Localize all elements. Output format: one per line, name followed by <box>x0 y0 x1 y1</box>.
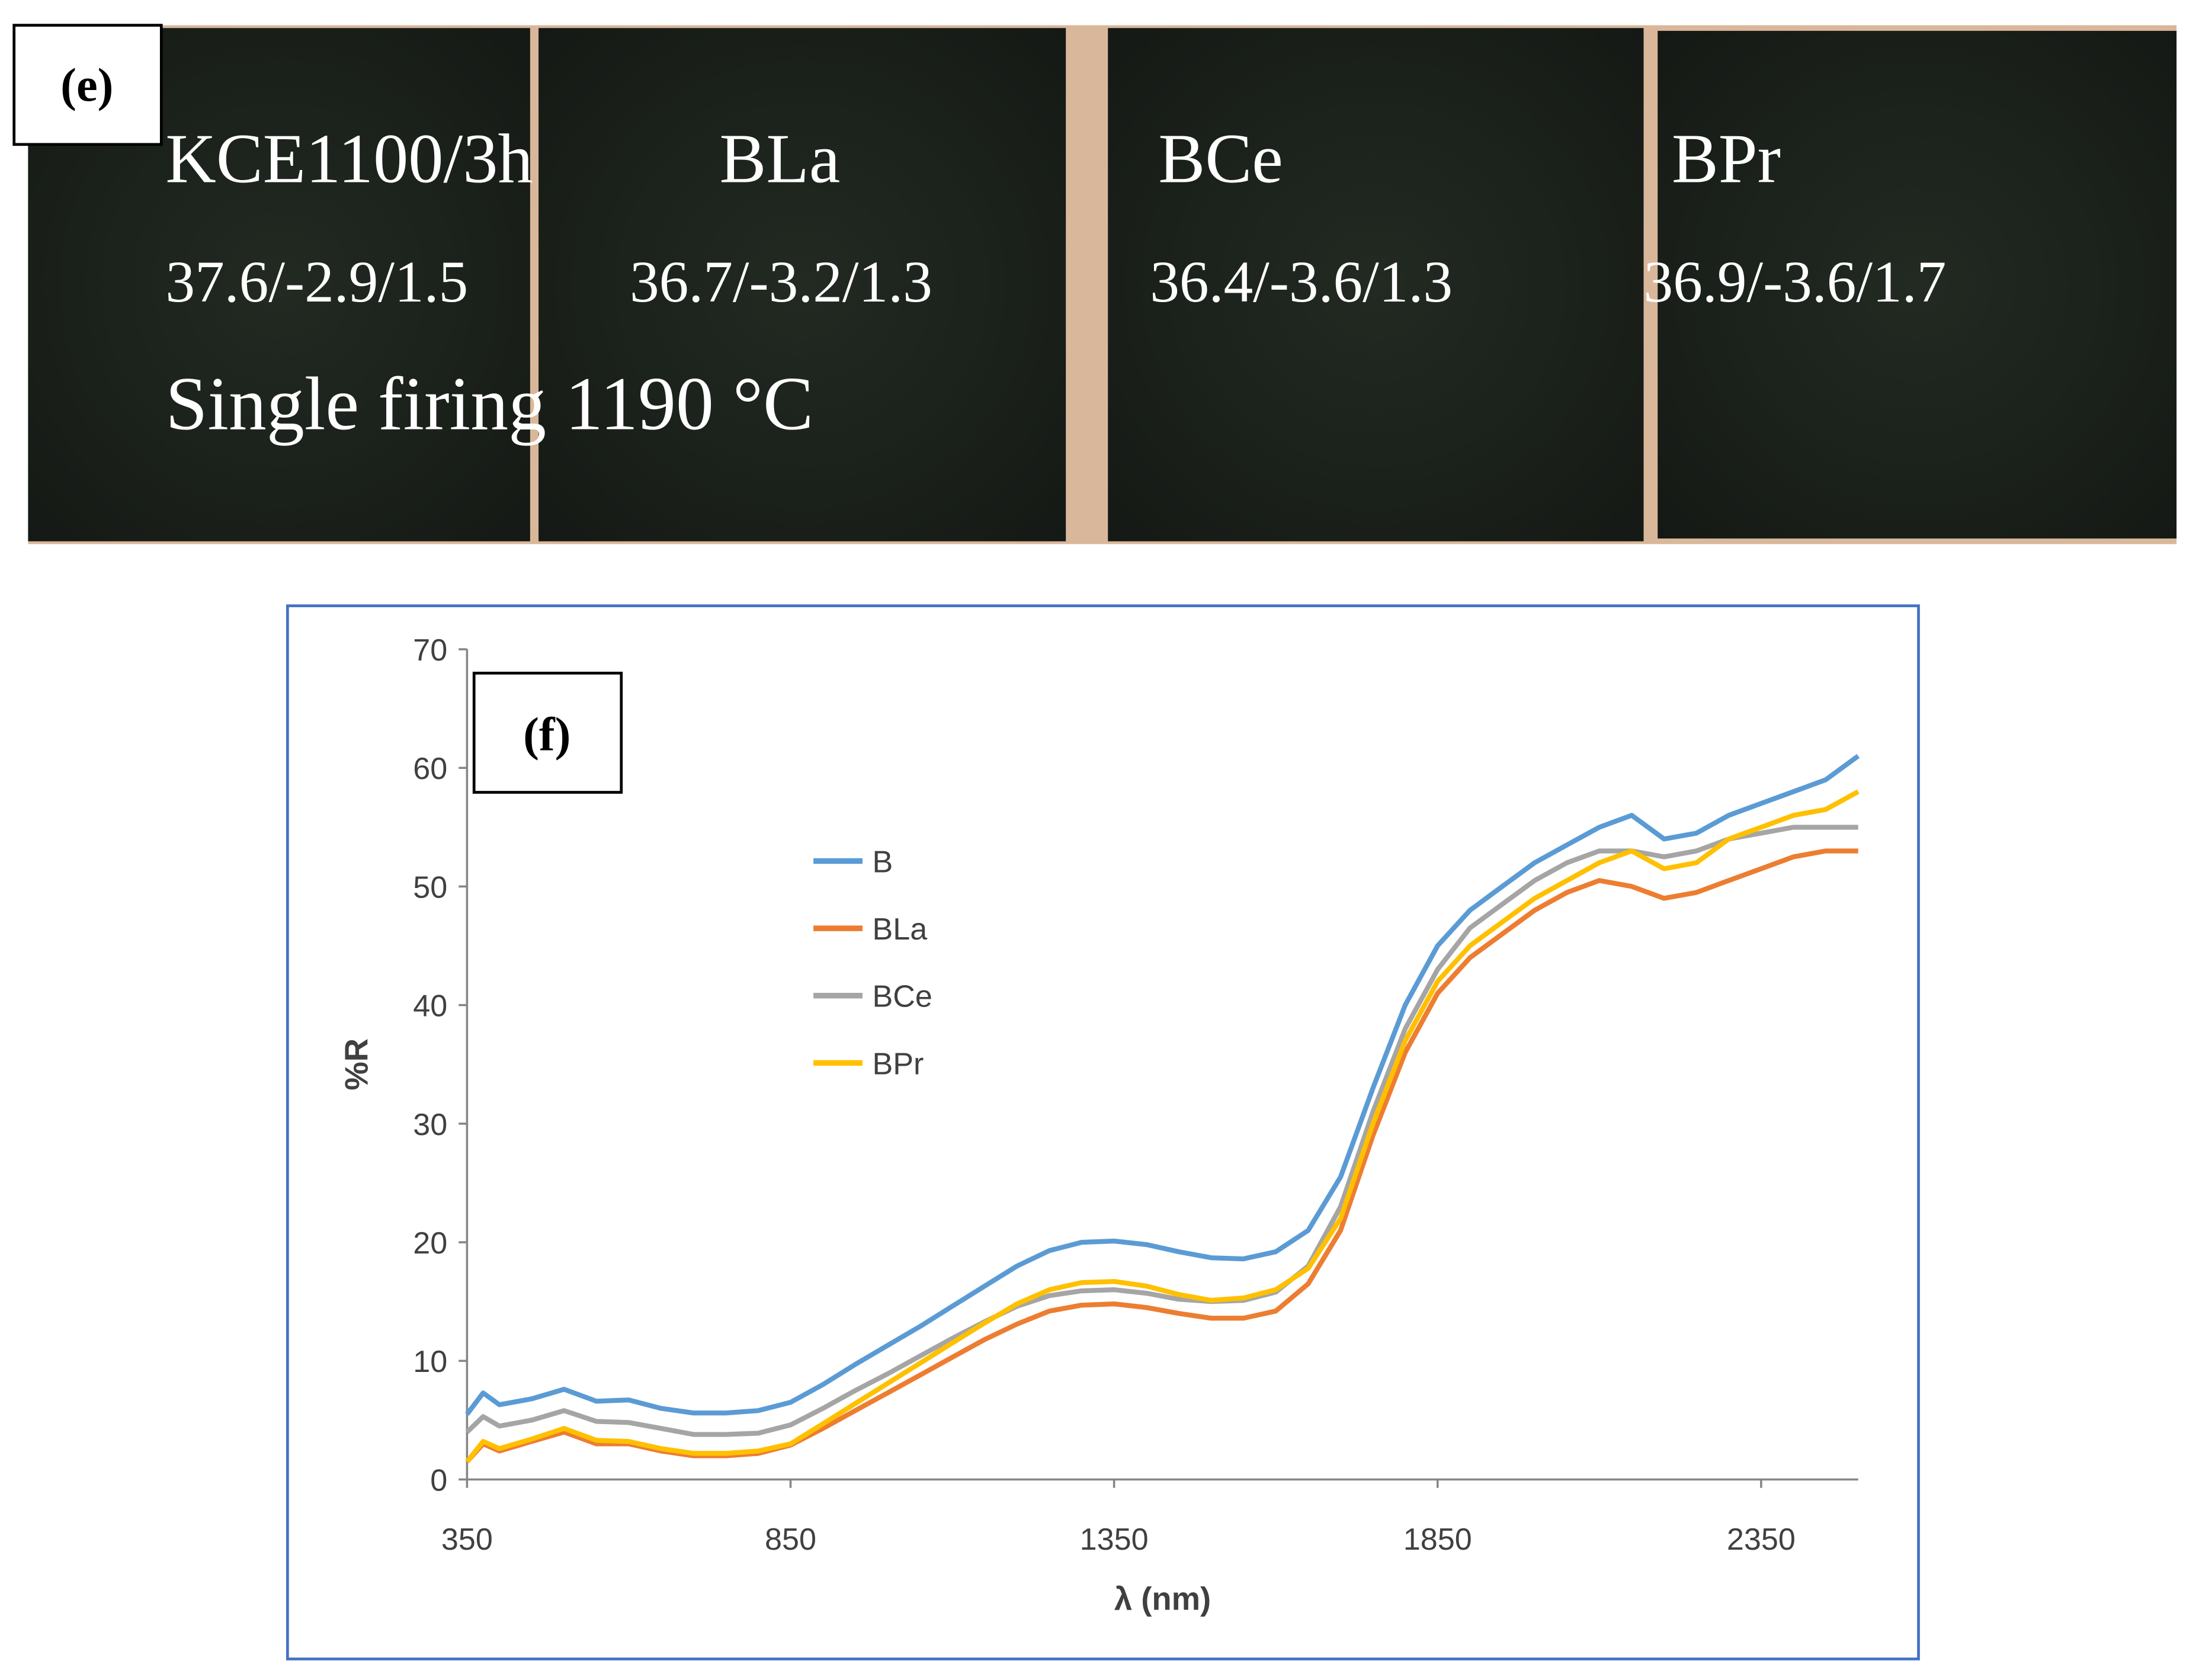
panel-label-box <box>472 671 623 794</box>
y-tick-label: 30 <box>413 1108 447 1142</box>
x-tick-label: 1850 <box>1403 1522 1472 1557</box>
y-tick-label: 50 <box>413 870 447 905</box>
sample-color: 36.4/-3.6/1.3 <box>1150 249 1453 315</box>
y-tick-label: 20 <box>413 1226 447 1261</box>
photo-panel: (e) KCE1100/3h BLa BCe BPr 37.6/-2.9/1.5… <box>12 24 2177 544</box>
sample-color: 36.7/-3.2/1.3 <box>630 249 932 315</box>
plot: 0 10 20 30 40 50 60 70 350 850 1350 1850 2350 λ (nm)%… <box>338 633 1860 1617</box>
x-axis-title: λ (nm) <box>1114 1581 1211 1617</box>
sample-name: BPr <box>1672 120 1781 198</box>
sample-name: KCE1100/3h <box>165 120 533 198</box>
data-line <box>465 789 1860 1463</box>
sample-color: 36.9/-3.6/1.7 <box>1644 249 1947 315</box>
legend-label: BCe <box>873 980 932 1014</box>
data-line <box>465 754 1860 1416</box>
panel-label: (f) <box>523 708 570 761</box>
y-tick-label: 0 <box>430 1463 447 1498</box>
sample-name: BCe <box>1158 120 1283 198</box>
data-line <box>465 825 1858 1437</box>
x-tick-label: 350 <box>441 1522 493 1557</box>
x-tick-label: 850 <box>765 1522 816 1557</box>
caption: Single firing 1190 °C <box>165 361 813 445</box>
y-tick-label: 60 <box>413 752 447 786</box>
x-tick-label: 1350 <box>1080 1522 1149 1557</box>
tile <box>538 28 1066 541</box>
panel-label-box <box>12 24 163 146</box>
legend-label: BLa <box>873 912 928 947</box>
sample-name: BLa <box>719 120 840 198</box>
tile <box>1108 28 1644 541</box>
x-tick-label: 2350 <box>1727 1522 1796 1557</box>
y-tick-label: 70 <box>413 633 447 668</box>
tile <box>1658 31 2177 539</box>
panel-label: (e) <box>60 59 113 111</box>
y-axis-title: %R <box>338 1038 374 1091</box>
y-tick-label: 10 <box>413 1345 447 1379</box>
sample-color: 37.6/-2.9/1.5 <box>165 249 468 315</box>
legend-label: BPr <box>873 1047 924 1081</box>
legend-label: B <box>873 845 893 879</box>
y-tick-label: 40 <box>413 989 447 1024</box>
